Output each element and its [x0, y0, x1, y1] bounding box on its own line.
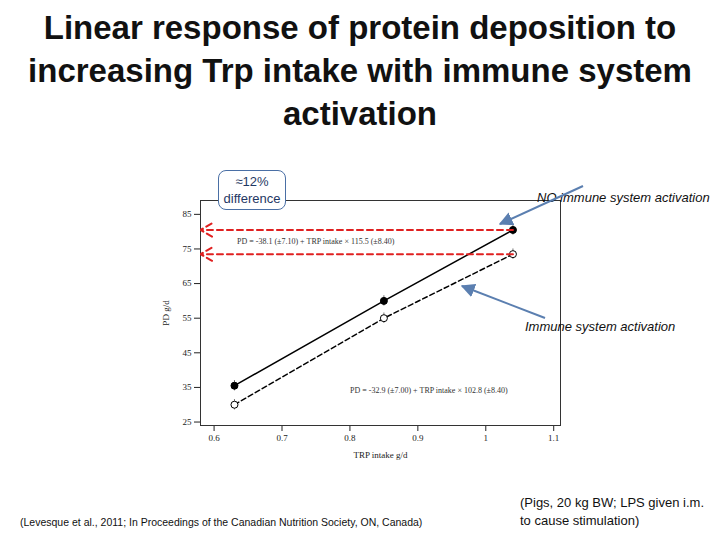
svg-text:45: 45	[183, 348, 193, 358]
html-text:Immune system activation: Immune system activation	[525, 319, 676, 334]
svg-text:0.9: 0.9	[412, 433, 424, 443]
svg-text:35: 35	[183, 382, 193, 392]
svg-text:65: 65	[183, 278, 193, 288]
html-text:PD = -38.1 (±7.10) + TRP intak: PD = -38.1 (±7.10) + TRP intake × 115.5 …	[237, 237, 395, 246]
svg-text:85: 85	[183, 209, 193, 219]
svg-text:TRP intake g/d: TRP intake g/d	[353, 450, 408, 460]
html-text:≈12% difference: ≈12% difference	[223, 174, 281, 206]
html-text:PD = -32.9 (±7.00) + TRP intak: PD = -32.9 (±7.00) + TRP intake × 102.8 …	[350, 386, 508, 395]
svg-text:55: 55	[183, 313, 193, 323]
svg-text:0.6: 0.6	[208, 433, 220, 443]
svg-text:1: 1	[484, 433, 489, 443]
html-text:Linear response of protein dep: Linear response of protein deposition to…	[28, 9, 692, 132]
svg-text:PD g/d: PD g/d	[161, 300, 171, 326]
html-text:NO immune system activation: NO immune system activation	[537, 190, 710, 205]
svg-text:25: 25	[183, 417, 193, 427]
svg-text:1.1: 1.1	[548, 433, 559, 443]
svg-text:0.8: 0.8	[344, 433, 356, 443]
html-text:(Pigs, 20 kg BW; LPS given i.m: (Pigs, 20 kg BW; LPS given i.m. to cause…	[520, 495, 704, 528]
svg-text:75: 75	[183, 244, 193, 254]
svg-text:0.7: 0.7	[276, 433, 288, 443]
html-text:(Levesque et al., 2011; In Pro: (Levesque et al., 2011; In Proceedings o…	[20, 516, 423, 528]
